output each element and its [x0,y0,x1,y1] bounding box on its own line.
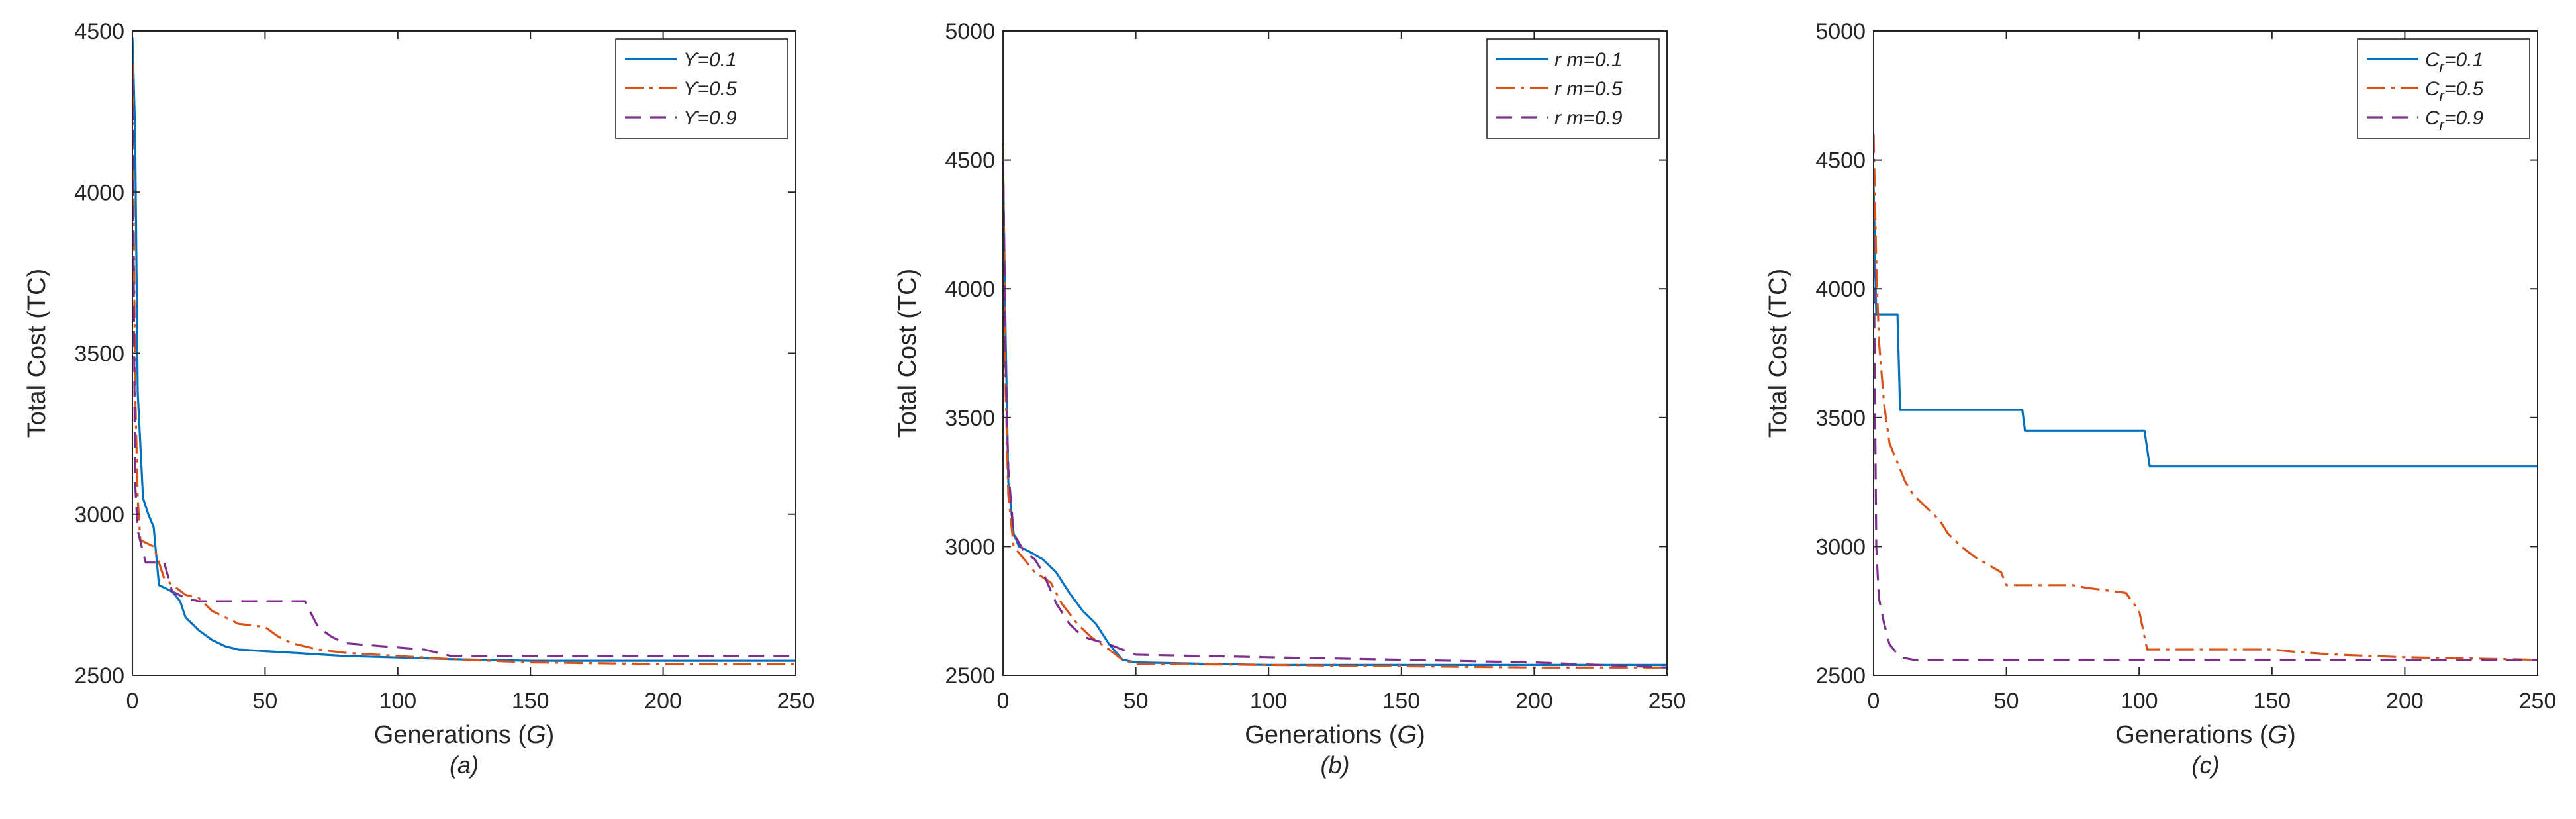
axes-box [1002,30,1668,676]
y-tick-label: 5000 [1815,19,1866,44]
x-tick-label: 200 [1515,689,1553,714]
x-axis-label-symbol: G [1398,721,1417,749]
series-group [1874,134,2538,661]
series-line-2 [1874,134,2538,661]
legend-entry-1: ϒ=0.1 [683,49,737,71]
x-axis-label-text: Generations [374,721,511,749]
y-tick-label: 4500 [1815,148,1866,173]
y-tick-label: 4000 [1815,277,1866,302]
series-group [132,37,796,665]
x-axis-label: Generations (G) [1245,721,1425,749]
x-axis-label-symbol: G [2268,721,2288,749]
y-tick-label: 4500 [945,148,995,173]
x-tick-label: 100 [2121,689,2158,714]
x-tick-label: 100 [379,689,416,714]
x-tick-label: 0 [1868,689,1880,714]
x-tick-label: 50 [1994,689,2019,714]
y-tick-label: 2500 [74,663,124,689]
x-axis-label-text: Generations [1245,721,1382,749]
series-line-3 [1874,237,2538,661]
x-tick-label: 50 [252,689,277,714]
y-tick-label: 3000 [945,534,995,559]
legend-entry-2: ϒ=0.5 [683,78,737,100]
y-axis-label: Total Cost (TC) [894,269,922,438]
series-line-1 [132,37,796,662]
x-tick-label: 0 [126,689,139,714]
panel-label: (a) [450,751,479,779]
x-axis-label-symbol: G [526,721,546,749]
series-line-1 [1874,185,2538,468]
series-line-3 [1003,160,1667,669]
panel-label: (c) [2192,751,2220,779]
y-axis-label: Total Cost (TC) [1764,269,1792,438]
legend-box [1486,38,1660,139]
y-tick-label: 3500 [74,342,124,367]
y-tick-label: 4000 [74,180,124,205]
x-tick-label: 150 [2253,689,2291,714]
legend-entry-2: Cr=0.5 [2425,78,2484,104]
x-tick-label: 100 [1250,689,1288,714]
x-tick-label: 250 [1648,689,1686,714]
legend: r m=0.1 r m=0.5 r m=0.9 [1486,38,1660,139]
x-tick-label: 50 [1123,689,1149,714]
legend-box [2357,38,2530,139]
x-tick-label: 250 [2519,689,2557,714]
y-tick-label: 4000 [945,277,995,302]
y-tick-label: 2500 [945,663,995,689]
series-line-2 [132,63,796,665]
x-axis-label: Generations (G) [374,721,554,749]
x-tick-label: 0 [997,689,1010,714]
legend-entry-1: Cr=0.1 [2425,49,2483,75]
x-tick-label: 250 [777,689,815,714]
chart-panel-3: 0 50 100 150 200 250 2500 3000 3500 4000 4500 5000 G… [1764,19,2556,779]
x-tick-label: 200 [2386,689,2424,714]
legend: ϒ=0.1 ϒ=0.5 ϒ=0.9 [615,38,788,139]
y-tick-label: 3000 [1815,534,1866,559]
y-tick-label: 2500 [1815,663,1866,689]
legend: Cr=0.1 Cr=0.5 Cr=0.9 [2357,38,2530,139]
legend-entry-1: r m=0.1 [1554,49,1623,71]
y-tick-label: 3500 [1815,406,1866,431]
x-tick-label: 150 [1382,689,1420,714]
y-tick-label: 5000 [945,19,995,44]
panel-label: (b) [1321,751,1350,779]
chart-panel-2: 0 50 100 150 200 250 2500 3000 3500 4000 4500 5000 G… [894,19,1686,779]
chart-panel-1: 0 50 100 150 200 250 2500 3000 3500 4000 4500 Gener… [23,19,814,779]
series-line-3 [132,79,796,657]
y-tick-label: 3500 [945,406,995,431]
axes-box [1873,30,2538,676]
y-axis-label: Total Cost (TC) [23,269,51,438]
x-tick-label: 200 [644,689,682,714]
legend-entry-2: r m=0.5 [1554,78,1623,100]
legend-entry-3: ϒ=0.9 [683,107,737,129]
y-tick-label: 4500 [74,19,124,44]
legend-box [615,38,788,139]
x-tick-label: 150 [512,689,549,714]
legend-entry-3: Cr=0.9 [2425,107,2484,133]
x-axis-label: Generations (G) [2115,721,2295,749]
series-line-2 [1003,147,1667,669]
y-tick-label: 3000 [74,503,124,528]
legend-entry-3: r m=0.9 [1554,107,1623,129]
x-axis-label-text: Generations [2115,721,2252,749]
series-group [1003,147,1667,669]
